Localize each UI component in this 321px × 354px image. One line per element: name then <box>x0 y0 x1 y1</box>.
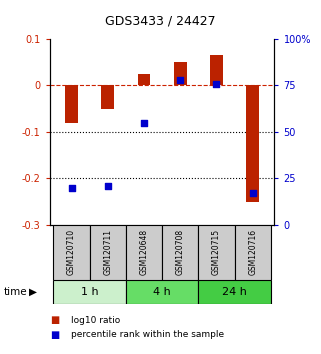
Text: GSM120648: GSM120648 <box>140 229 149 275</box>
Bar <box>53 280 126 304</box>
Bar <box>247 85 259 201</box>
Text: GSM120715: GSM120715 <box>212 229 221 275</box>
Text: time: time <box>3 287 27 297</box>
Point <box>250 190 255 196</box>
Bar <box>162 225 198 280</box>
Text: GSM120710: GSM120710 <box>67 229 76 275</box>
Text: ■: ■ <box>50 330 59 339</box>
Point <box>105 183 110 189</box>
Bar <box>90 225 126 280</box>
Bar <box>198 280 271 304</box>
Bar <box>65 85 78 122</box>
Bar <box>210 55 223 85</box>
Bar <box>53 225 90 280</box>
Point <box>178 77 183 82</box>
Bar <box>138 74 150 85</box>
Bar <box>101 85 114 109</box>
Text: GSM120716: GSM120716 <box>248 229 257 275</box>
Text: 1 h: 1 h <box>81 287 99 297</box>
Text: log10 ratio: log10 ratio <box>71 316 120 325</box>
Bar <box>126 225 162 280</box>
Text: GSM120711: GSM120711 <box>103 229 112 275</box>
Text: ▶: ▶ <box>29 287 37 297</box>
Bar <box>198 225 235 280</box>
Text: ■: ■ <box>50 315 59 325</box>
Bar <box>235 225 271 280</box>
Text: percentile rank within the sample: percentile rank within the sample <box>71 330 224 339</box>
Text: 4 h: 4 h <box>153 287 171 297</box>
Point <box>214 81 219 86</box>
Bar <box>174 62 187 85</box>
Text: GSM120708: GSM120708 <box>176 229 185 275</box>
Bar <box>126 280 198 304</box>
Point <box>69 185 74 190</box>
Text: GDS3433 / 24427: GDS3433 / 24427 <box>105 14 216 27</box>
Text: 24 h: 24 h <box>222 287 247 297</box>
Point <box>142 120 147 125</box>
